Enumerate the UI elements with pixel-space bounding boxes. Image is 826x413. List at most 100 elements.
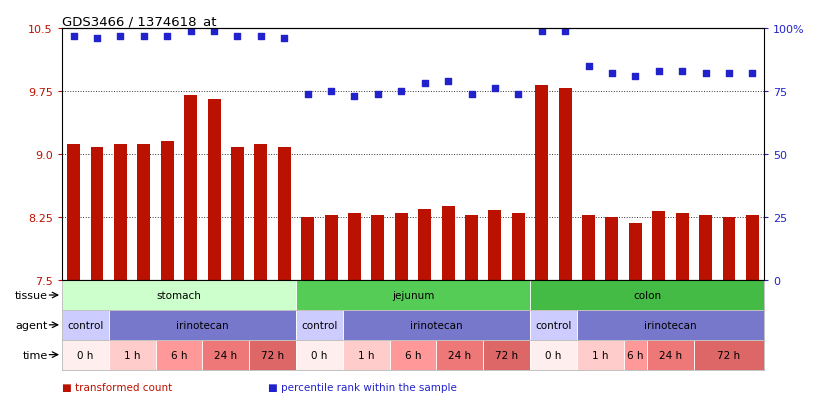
Bar <box>442 206 454 280</box>
Text: 24 h: 24 h <box>214 350 237 360</box>
Bar <box>418 209 431 280</box>
Bar <box>624 340 647 370</box>
Text: time: time <box>22 350 48 360</box>
Text: irinotecan: irinotecan <box>644 320 697 330</box>
Bar <box>161 142 173 280</box>
Text: control: control <box>535 320 572 330</box>
Text: ■ percentile rank within the sample: ■ percentile rank within the sample <box>268 382 458 392</box>
Text: 72 h: 72 h <box>495 350 518 360</box>
Bar <box>436 340 483 370</box>
Bar <box>348 214 361 280</box>
Bar <box>535 86 548 280</box>
Point <box>114 33 127 40</box>
Text: 72 h: 72 h <box>718 350 740 360</box>
Bar <box>558 89 572 280</box>
Bar <box>653 212 665 280</box>
Point <box>348 93 361 100</box>
Bar <box>254 145 268 280</box>
Bar <box>723 218 735 280</box>
Bar <box>343 310 530 340</box>
Point <box>395 88 408 95</box>
Text: 1 h: 1 h <box>124 350 140 360</box>
Point <box>629 74 642 80</box>
Text: irinotecan: irinotecan <box>176 320 229 330</box>
Point <box>488 86 501 93</box>
Bar <box>746 215 759 280</box>
Text: stomach: stomach <box>157 290 202 300</box>
Text: control: control <box>301 320 338 330</box>
Bar <box>109 340 155 370</box>
Point <box>137 33 150 40</box>
Text: 6 h: 6 h <box>627 350 643 360</box>
Bar <box>483 340 530 370</box>
Bar <box>465 215 478 280</box>
Text: 0 h: 0 h <box>77 350 93 360</box>
Text: 24 h: 24 h <box>659 350 682 360</box>
Bar <box>207 100 221 280</box>
Bar <box>676 214 689 280</box>
Bar <box>296 340 343 370</box>
Bar <box>278 148 291 280</box>
Point <box>746 71 759 78</box>
Bar <box>629 223 642 280</box>
Point <box>558 28 572 35</box>
Bar <box>231 148 244 280</box>
Bar <box>605 218 619 280</box>
Point <box>254 33 268 40</box>
Bar <box>582 215 595 280</box>
Point <box>652 69 665 75</box>
Bar <box>296 280 530 310</box>
Point <box>582 63 595 70</box>
Point <box>511 91 525 97</box>
Point <box>441 78 454 85</box>
Bar <box>184 96 197 280</box>
Bar <box>372 216 384 280</box>
Text: 6 h: 6 h <box>405 350 421 360</box>
Point <box>418 81 431 88</box>
Bar <box>109 310 296 340</box>
Text: 24 h: 24 h <box>449 350 472 360</box>
Bar <box>62 310 109 340</box>
Point <box>325 88 338 95</box>
Bar <box>530 310 577 340</box>
Bar <box>62 280 296 310</box>
Bar <box>343 340 390 370</box>
Point <box>67 33 80 40</box>
Text: 0 h: 0 h <box>545 350 562 360</box>
Point <box>90 36 104 42</box>
Point <box>278 36 291 42</box>
Point <box>301 91 314 97</box>
Bar <box>114 145 127 280</box>
Bar <box>577 310 764 340</box>
Text: GDS3466 / 1374618_at: GDS3466 / 1374618_at <box>62 15 216 28</box>
Bar <box>249 340 296 370</box>
Bar <box>137 145 150 280</box>
Text: control: control <box>67 320 103 330</box>
Point <box>230 33 244 40</box>
Bar <box>512 214 525 280</box>
Bar <box>325 215 338 280</box>
Point <box>605 71 619 78</box>
Bar <box>62 340 109 370</box>
Bar <box>67 145 80 280</box>
Point <box>676 69 689 75</box>
Bar <box>694 340 764 370</box>
Point <box>722 71 735 78</box>
Text: tissue: tissue <box>15 290 48 300</box>
Bar <box>530 340 577 370</box>
Bar <box>296 310 343 340</box>
Text: ■ transformed count: ■ transformed count <box>62 382 172 392</box>
Bar <box>699 215 712 280</box>
Bar <box>91 148 103 280</box>
Point <box>699 71 712 78</box>
Point <box>207 28 221 35</box>
Point <box>184 28 197 35</box>
Bar <box>577 340 624 370</box>
Bar <box>202 340 249 370</box>
Text: jejunum: jejunum <box>392 290 434 300</box>
Text: 1 h: 1 h <box>592 350 609 360</box>
Text: 6 h: 6 h <box>171 350 188 360</box>
Bar <box>647 340 694 370</box>
Text: irinotecan: irinotecan <box>410 320 463 330</box>
Text: agent: agent <box>16 320 48 330</box>
